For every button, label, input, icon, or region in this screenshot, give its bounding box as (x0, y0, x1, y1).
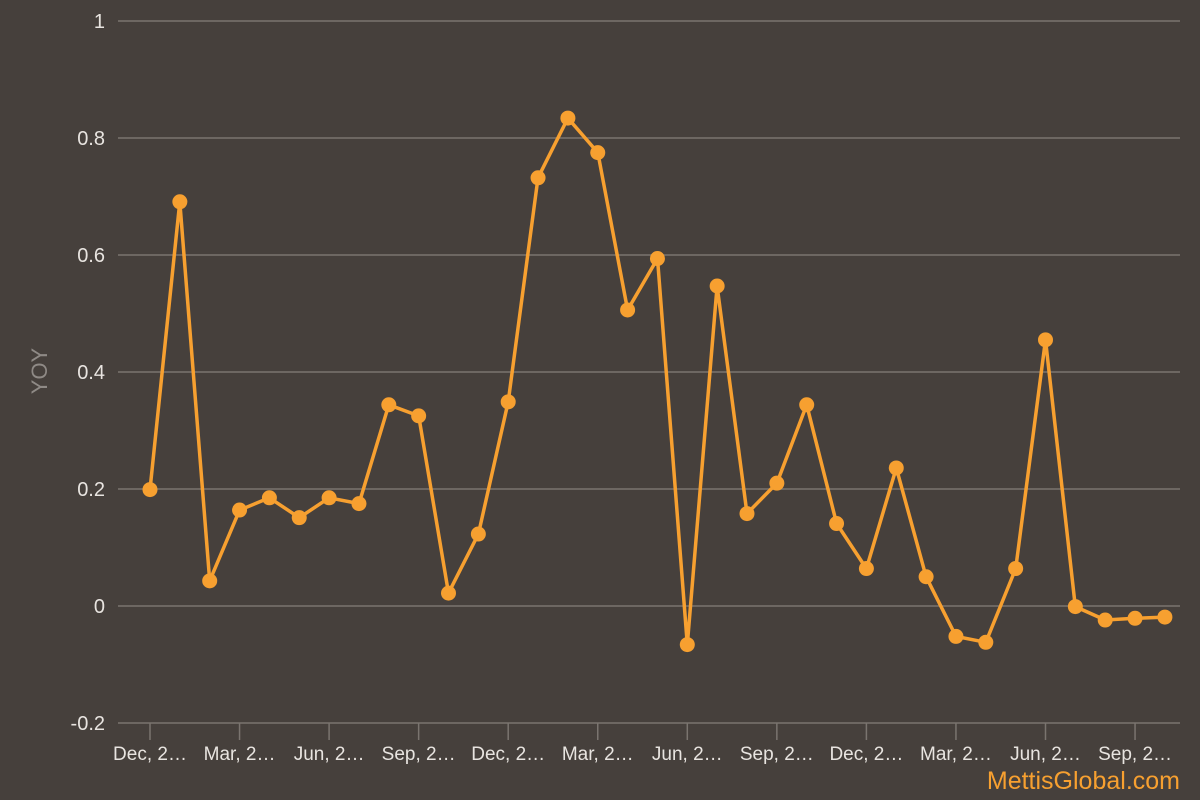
data-point[interactable] (441, 585, 456, 601)
grid-lines (118, 20, 1180, 724)
data-point[interactable] (1067, 599, 1083, 615)
data-point[interactable] (739, 506, 755, 522)
data-point[interactable] (888, 460, 904, 476)
y-axis-label: YOY (27, 347, 52, 394)
x-tick-label: Jun, 2… (652, 744, 723, 765)
data-point[interactable] (142, 482, 158, 498)
x-tick-label: Sep, 2… (740, 744, 814, 765)
data-point[interactable] (978, 634, 994, 650)
x-tick-label: Jun, 2… (294, 744, 365, 765)
data-point[interactable] (590, 145, 606, 161)
x-tick-label: Sep, 2… (1098, 744, 1172, 765)
data-point[interactable] (709, 278, 725, 294)
brand-watermark: MettisGlobal.com (986, 767, 1180, 795)
y-tick-label: 1 (94, 11, 105, 33)
x-tick-label: Dec, 2… (471, 744, 545, 765)
data-point[interactable] (1097, 612, 1113, 628)
series-line-group (142, 110, 1173, 653)
data-point[interactable] (1157, 609, 1173, 625)
data-point[interactable] (799, 397, 815, 413)
data-point[interactable] (769, 475, 785, 491)
data-point[interactable] (202, 573, 218, 589)
x-tick-label: Jun, 2… (1010, 744, 1081, 765)
data-point[interactable] (1038, 332, 1053, 348)
y-tick-label: 0.2 (77, 479, 105, 501)
x-axis: Dec, 2… Mar, 2… Jun, 2… Sep, 2… Dec, 2… Mar, … (113, 723, 1172, 765)
y-tick-label: -0.2 (71, 713, 105, 735)
data-point[interactable] (470, 526, 486, 542)
x-tick-label: Mar, 2… (920, 744, 992, 765)
data-point[interactable] (620, 302, 636, 318)
x-tick-label: Mar, 2… (204, 744, 276, 765)
y-tick-label: 0.6 (77, 245, 105, 267)
data-point[interactable] (351, 496, 367, 512)
data-point[interactable] (530, 170, 546, 186)
data-point[interactable] (291, 510, 307, 526)
x-tick-label: Sep, 2… (382, 744, 456, 765)
x-tick-label: Dec, 2… (113, 744, 187, 765)
data-point[interactable] (918, 569, 934, 585)
data-point[interactable] (321, 490, 337, 506)
data-point[interactable] (679, 637, 695, 653)
data-point[interactable] (500, 394, 516, 410)
data-point[interactable] (232, 502, 248, 518)
y-tick-label: 0.4 (77, 362, 105, 384)
x-tick-label: Mar, 2… (562, 744, 634, 765)
data-point[interactable] (381, 397, 397, 413)
data-point[interactable] (261, 490, 277, 506)
y-tick-label: 0 (94, 596, 105, 618)
data-point[interactable] (411, 408, 427, 424)
y-tick-label: 0.8 (77, 128, 105, 150)
data-point[interactable] (858, 561, 874, 577)
data-point[interactable] (172, 194, 188, 210)
data-point[interactable] (649, 251, 665, 267)
data-point[interactable] (560, 110, 576, 126)
data-point[interactable] (1127, 610, 1143, 626)
data-point[interactable] (829, 516, 845, 532)
data-point[interactable] (1008, 561, 1024, 577)
x-tick-label: Dec, 2… (829, 744, 903, 765)
y-axis-ticks: 1 0.8 0.6 0.4 0.2 0 -0.2 (71, 11, 105, 735)
data-point[interactable] (948, 628, 964, 644)
